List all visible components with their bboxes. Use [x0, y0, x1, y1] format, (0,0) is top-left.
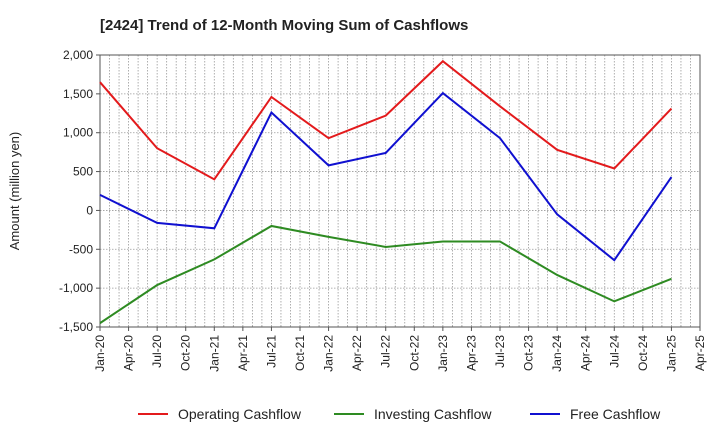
legend-label-investing-cashflow: Investing Cashflow — [374, 406, 492, 422]
y-tick-label: 1,000 — [63, 126, 93, 140]
x-tick-label: Jan-22 — [322, 335, 336, 372]
legend: Operating Cashflow Investing Cashflow Free… — [138, 406, 661, 422]
free-cashflow-line — [99, 91, 673, 262]
x-axis-ticks: Jan-20 Apr-20 Jul-20 Oct-20 Jan-21 Apr-21 Jul-… — [93, 327, 707, 372]
y-axis-label: Amount (million yen) — [7, 132, 22, 251]
x-gridlines — [109, 55, 691, 327]
series-lines — [99, 59, 673, 324]
y-tick-label: 500 — [73, 165, 93, 179]
x-tick-label: Jul-20 — [150, 335, 164, 368]
x-tick-label: Apr-25 — [693, 335, 707, 371]
x-tick-label: Apr-24 — [579, 335, 593, 371]
chart-title: [2424] Trend of 12-Month Moving Sum of C… — [100, 17, 468, 34]
x-tick-label: Jan-25 — [664, 335, 678, 372]
x-tick-label: Jan-20 — [93, 335, 107, 372]
y-tick-label: 1,500 — [63, 87, 93, 101]
x-tick-label: Jul-21 — [264, 335, 278, 368]
legend-label-operating-cashflow: Operating Cashflow — [178, 406, 302, 422]
x-tick-label: Oct-22 — [407, 335, 421, 371]
x-tick-label: Jul-22 — [379, 335, 393, 368]
legend-label-free-cashflow: Free Cashflow — [570, 406, 661, 422]
x-tick-label: Jan-23 — [436, 335, 450, 372]
x-tick-label: Jan-24 — [550, 335, 564, 372]
plot-area-frame — [99, 54, 701, 328]
operating-cashflow-line — [99, 59, 673, 181]
y-tick-label: 0 — [86, 203, 93, 217]
x-tick-label: Apr-23 — [464, 335, 478, 371]
x-tick-label: Apr-22 — [350, 335, 364, 371]
y-gridlines — [100, 93, 700, 289]
y-tick-label: 2,000 — [63, 48, 93, 62]
x-tick-label: Apr-21 — [236, 335, 250, 371]
investing-cashflow-line — [99, 224, 672, 324]
x-tick-label: Oct-23 — [522, 335, 536, 371]
x-tick-label: Apr-20 — [122, 335, 136, 371]
y-tick-label: -1,000 — [59, 281, 93, 295]
x-tick-label: Oct-24 — [636, 335, 650, 371]
y-axis-ticks: 2,000 1,500 1,000 500 0 -500 -1,000 -1,500 — [59, 48, 100, 334]
x-tick-label: Jul-23 — [493, 335, 507, 368]
x-tick-label: Jan-21 — [207, 335, 221, 372]
y-tick-label: -1,500 — [59, 320, 93, 334]
y-tick-label: -500 — [69, 242, 93, 256]
x-tick-label: Oct-20 — [179, 335, 193, 371]
x-tick-label: Jul-24 — [607, 335, 621, 368]
x-tick-label: Oct-21 — [293, 335, 307, 371]
